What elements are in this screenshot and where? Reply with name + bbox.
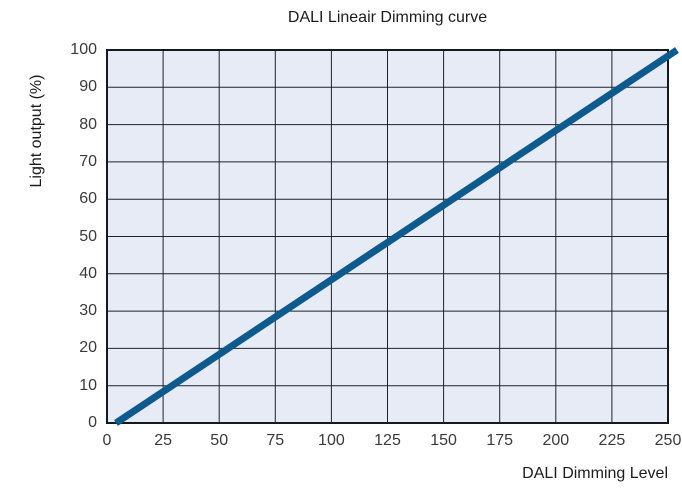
dimming-curve-line [114, 47, 679, 426]
chart-title: DALI Lineair Dimming curve [287, 9, 488, 26]
x-axis-title: DALI Dimming Level [522, 465, 668, 482]
plot-border [106, 49, 669, 424]
